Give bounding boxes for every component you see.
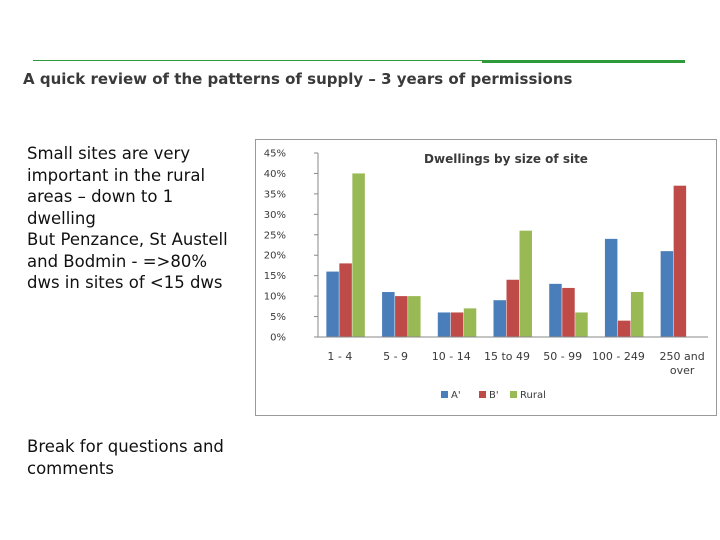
bar-b-6 — [673, 185, 687, 337]
y-tick-label: 35% — [264, 189, 286, 200]
bar-b-0 — [339, 263, 352, 337]
y-tick-label: 0% — [270, 333, 286, 344]
legend-swatch-2 — [510, 391, 517, 398]
y-axis: 0% 5% 10% 15% 20% 25% 30% 35% 40% 45% — [264, 149, 319, 344]
legend: A' B' Rural — [441, 390, 546, 401]
x-tick-label-cont: over — [670, 364, 695, 377]
bar-b-2 — [450, 312, 464, 337]
bar-rural-1 — [408, 296, 421, 337]
x-tick-label: 1 - 4 — [327, 350, 352, 363]
y-tick-label: 10% — [264, 292, 286, 303]
y-tick-label: 15% — [264, 271, 286, 282]
bar-a-0 — [326, 271, 339, 337]
legend-label-1: B' — [489, 390, 499, 401]
bar-a-4 — [549, 283, 562, 337]
bar-rural-2 — [463, 308, 477, 337]
bar-b-1 — [395, 296, 408, 337]
body-line-small-sites: Small sites are very important in the ru… — [27, 144, 206, 228]
slide-title: A quick review of the patterns of supply… — [23, 70, 573, 88]
bar-b-4 — [562, 287, 575, 337]
bar-a-6 — [660, 251, 674, 337]
y-tick-label: 30% — [264, 210, 286, 221]
chart-title: Dwellings by size of site — [424, 152, 588, 166]
bar-rural-5 — [630, 292, 644, 337]
x-tick-label: 5 - 9 — [383, 350, 408, 363]
slide-body: Small sites are very important in the ru… — [27, 143, 232, 294]
chart-frame: Dwellings by size of site 0% 5% 10% 15% 20% 2… — [255, 139, 717, 416]
x-tick-label: 50 - 99 — [543, 350, 582, 363]
legend-label-0: A' — [451, 390, 461, 401]
break-note: Break for questions and comments — [27, 437, 224, 478]
y-tick-label: 45% — [264, 149, 286, 160]
header-rule — [33, 60, 685, 61]
x-axis: 1 - 4 5 - 9 10 - 14 15 to 49 50 - 99 100 - 24… — [318, 336, 708, 377]
bar-b-3 — [506, 279, 519, 337]
bars — [326, 173, 687, 337]
y-tick-label: 25% — [264, 230, 286, 241]
bar-b-5 — [617, 320, 631, 337]
header-rule-accent — [482, 61, 685, 63]
x-tick-label: 100 - 249 — [592, 350, 645, 363]
bar-a-5 — [604, 238, 618, 337]
bar-chart: Dwellings by size of site 0% 5% 10% 15% 20% 2… — [264, 149, 708, 401]
x-tick-label: 10 - 14 — [432, 350, 471, 363]
y-tick-label: 20% — [264, 251, 286, 262]
bar-a-1 — [382, 292, 395, 337]
y-tick-label: 40% — [264, 169, 286, 180]
body-line-towns: But Penzance, St Austell and Bodmin - =>… — [27, 230, 228, 292]
legend-swatch-1 — [479, 391, 486, 398]
legend-label-2: Rural — [520, 390, 546, 401]
bar-rural-3 — [519, 230, 532, 337]
legend-swatch-0 — [441, 391, 448, 398]
bar-a-2 — [437, 312, 451, 337]
bar-a-3 — [493, 300, 506, 337]
x-tick-label: 250 and — [660, 350, 705, 363]
bar-rural-4 — [575, 312, 588, 337]
x-tick-label: 15 to 49 — [484, 350, 530, 363]
bar-rural-0 — [352, 173, 365, 337]
y-tick-label: 5% — [270, 312, 286, 323]
